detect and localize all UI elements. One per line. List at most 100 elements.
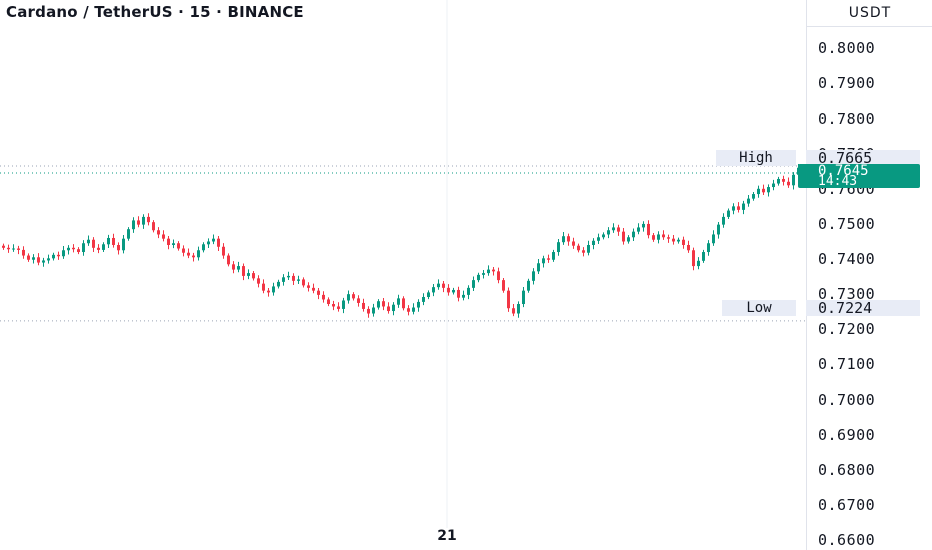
candle-body [617, 227, 620, 232]
candle-body [602, 234, 605, 238]
candle-body [762, 188, 765, 193]
candle-body [47, 258, 50, 261]
candle-body [197, 250, 200, 258]
candle-body [92, 239, 95, 248]
candle-body [307, 285, 310, 288]
candle [492, 266, 495, 276]
currency-selector[interactable]: USDT [806, 0, 932, 27]
candle-body [252, 273, 255, 279]
candle-body [742, 203, 745, 210]
candle [117, 242, 120, 255]
candle-body [482, 273, 485, 275]
candle [512, 304, 515, 317]
candle [412, 303, 415, 315]
candle [302, 277, 305, 288]
candle-body [27, 255, 30, 260]
candle-body [637, 227, 640, 232]
price-tick-label: 0.7100 [818, 355, 876, 374]
candle [142, 214, 145, 229]
candle [462, 290, 465, 301]
candle-body [467, 287, 470, 295]
candle-body [502, 280, 505, 291]
candle [772, 179, 775, 191]
candle-body [522, 290, 525, 305]
last-price-value: 0.7645 [818, 163, 869, 179]
candle [402, 296, 405, 311]
candle-body [457, 289, 460, 298]
candle-body [147, 216, 150, 223]
candle-body [707, 243, 710, 253]
candle [497, 267, 500, 284]
candle [357, 295, 360, 307]
candle [677, 237, 680, 244]
candle [262, 279, 265, 294]
low-badge-label: Low [722, 300, 796, 316]
candle [202, 242, 205, 253]
high-badge-label: High [716, 150, 796, 166]
candle [567, 233, 570, 246]
candle [182, 245, 185, 257]
candle [657, 231, 660, 244]
candle-body [107, 237, 110, 245]
candle-body [267, 290, 270, 293]
price-axis[interactable] [806, 0, 932, 550]
candle-body [292, 275, 295, 281]
candle-body [387, 306, 390, 312]
candle [82, 240, 85, 256]
candle-body [652, 235, 655, 240]
candle-body [492, 269, 495, 272]
candle-body [2, 245, 5, 248]
candle [17, 245, 20, 255]
candle [627, 235, 630, 244]
candle-body [382, 301, 385, 307]
candle [562, 232, 565, 245]
candle [422, 293, 425, 306]
candle-body [657, 234, 660, 240]
candle [227, 253, 230, 267]
candle [192, 252, 195, 262]
candle [667, 234, 670, 243]
candle-body [302, 279, 305, 286]
candle-body [97, 247, 100, 250]
candle-body [782, 178, 785, 182]
candle [37, 253, 40, 266]
candle-body [177, 243, 180, 249]
candle [447, 284, 450, 296]
candle-body [487, 269, 490, 274]
candle [137, 216, 140, 228]
candle [122, 234, 125, 254]
candle-body [152, 222, 155, 231]
candle [297, 275, 300, 284]
candle [167, 236, 170, 250]
candle [2, 243, 5, 250]
candle-body [207, 241, 210, 245]
candle-body [682, 239, 685, 246]
candle-body [12, 248, 15, 250]
candle [27, 253, 30, 262]
candle-body [347, 294, 350, 301]
candle [757, 185, 760, 198]
price-tick-label: 0.7000 [818, 390, 876, 409]
candle-body [112, 237, 115, 246]
candle-body [667, 237, 670, 239]
candle-body [117, 245, 120, 251]
candle [712, 230, 715, 246]
candle-body [212, 238, 215, 242]
candle [572, 237, 575, 249]
candle [532, 268, 535, 285]
candle [332, 300, 335, 311]
candle [612, 223, 615, 233]
candle [52, 252, 55, 261]
candle-body [632, 231, 635, 238]
candle-body [532, 271, 535, 281]
candle [92, 237, 95, 253]
candle-body [772, 183, 775, 188]
price-tick-label: 0.7400 [818, 250, 876, 269]
time-axis-label: 21 [437, 528, 457, 544]
candle-body [72, 247, 75, 250]
candle-body [282, 277, 285, 282]
candle-body [747, 198, 750, 204]
candle [32, 254, 35, 264]
candle [552, 249, 555, 262]
